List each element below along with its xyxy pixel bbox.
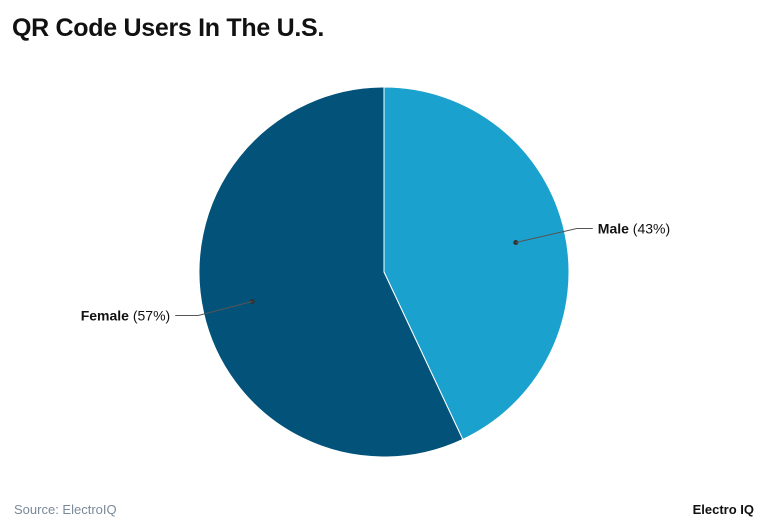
slice-label-percent: (57%) (129, 307, 170, 323)
slice-label-percent: (43%) (629, 221, 670, 237)
slice-label-male: Male (43%) (598, 221, 670, 237)
leader-line (515, 228, 593, 244)
brand-logo: Electro IQ (692, 502, 754, 517)
slice-label-name: Male (598, 221, 629, 237)
chart-title: QR Code Users In The U.S. (12, 14, 325, 42)
slice-label-name: Female (81, 307, 129, 323)
pie-slice-female (198, 86, 464, 458)
slice-label-female: Female (57%) (81, 307, 170, 323)
source-note: Source: ElectroIQ (14, 502, 117, 517)
leader-line (175, 300, 253, 316)
